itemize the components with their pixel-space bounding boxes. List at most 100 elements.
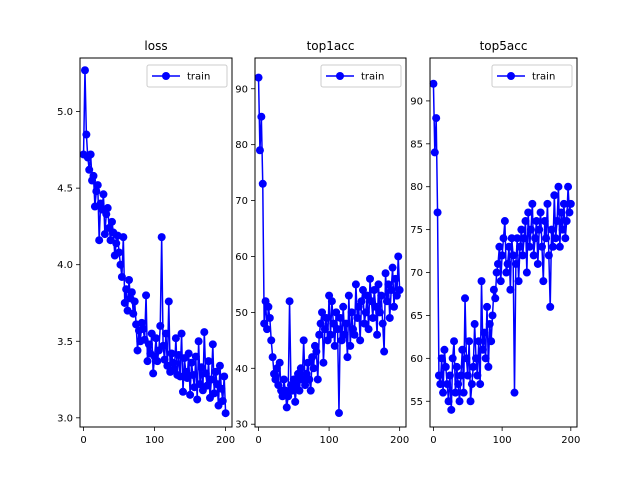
data-point [477, 277, 486, 286]
data-point [485, 320, 494, 329]
data-point [461, 294, 470, 303]
data-point [169, 358, 178, 367]
data-point [531, 234, 540, 243]
data-point [299, 336, 308, 345]
data-point [526, 225, 535, 234]
data-point [303, 358, 312, 367]
data-point [522, 268, 531, 277]
x-tick-label: 0 [255, 435, 261, 446]
data-point [381, 269, 390, 278]
data-point [510, 388, 519, 397]
data-point [521, 217, 530, 226]
chart-panel-loss: 0 100 200 3.0 3.5 4.0 4.5 5.0 loss train [57, 39, 235, 446]
y-tick-label: 50 [235, 308, 248, 319]
data-point [489, 285, 498, 294]
data-point [139, 325, 148, 334]
data-point [137, 318, 146, 327]
data-point [351, 280, 360, 289]
data-point [306, 386, 315, 395]
data-point [200, 328, 209, 337]
y-tick-label: 75 [410, 225, 423, 236]
data-point [284, 392, 293, 401]
y-tick-label: 90 [410, 96, 423, 107]
data-point [377, 291, 386, 300]
data-point [160, 355, 169, 364]
data-point [374, 280, 383, 289]
data-point [305, 375, 314, 384]
legend: train [146, 64, 228, 88]
data-point [207, 375, 216, 384]
x-tick-label: 100 [320, 435, 339, 446]
data-point [481, 354, 490, 363]
data-point [96, 199, 105, 208]
data-point [517, 225, 526, 234]
data-point [347, 308, 356, 317]
data-point [117, 272, 126, 281]
data-point [181, 367, 190, 376]
data-point [364, 325, 373, 334]
data-point [559, 199, 568, 208]
data-point [520, 234, 529, 243]
data-point [102, 210, 111, 219]
data-point [257, 112, 266, 121]
data-point [188, 370, 197, 379]
data-point [515, 242, 524, 251]
data-point [193, 395, 202, 404]
data-point [539, 277, 548, 286]
data-point [367, 297, 376, 306]
data-point [487, 337, 496, 346]
data-point [107, 217, 116, 226]
data-point [178, 387, 187, 396]
data-point [127, 288, 136, 297]
data-point [263, 325, 271, 334]
data-point [561, 234, 570, 243]
data-point [445, 371, 454, 380]
data-point [308, 353, 317, 362]
data-point [92, 187, 101, 196]
data-point [509, 251, 518, 260]
data-point [492, 268, 501, 277]
data-point [553, 217, 562, 226]
data-point [430, 148, 439, 157]
data-point [433, 208, 442, 217]
data-point [356, 336, 365, 345]
data-point [546, 302, 555, 311]
data-point [360, 319, 369, 328]
data-point [167, 349, 176, 358]
data-point [119, 233, 128, 242]
data-point [316, 319, 325, 328]
data-point [159, 341, 168, 350]
data-point [466, 397, 475, 406]
y-tick-label: 85 [410, 139, 423, 150]
data-point [455, 397, 464, 406]
data-point [444, 397, 453, 406]
data-point [502, 268, 511, 277]
data-point [330, 341, 339, 350]
data-point [133, 346, 142, 355]
data-point [473, 371, 482, 380]
data-point [156, 321, 165, 330]
data-point [85, 165, 94, 174]
data-point [388, 263, 397, 272]
data-point [450, 337, 459, 346]
data-point [279, 375, 288, 384]
data-point [282, 403, 291, 412]
data-point [80, 66, 89, 75]
data-point [170, 364, 179, 373]
data-point [484, 362, 493, 371]
y-tick-label: 60 [410, 354, 423, 365]
data-point [499, 234, 508, 243]
data-point [436, 380, 445, 389]
data-point [448, 354, 457, 363]
data-point [452, 362, 461, 371]
data-point [144, 340, 153, 349]
data-point [547, 225, 556, 234]
data-point [494, 259, 502, 268]
data-point [514, 277, 523, 286]
data-point [161, 329, 170, 338]
data-point [334, 409, 343, 418]
y-tick-label: 55 [410, 397, 423, 408]
legend-box [146, 64, 228, 88]
x-tick-label: 200 [390, 435, 409, 446]
data-point [465, 337, 474, 346]
